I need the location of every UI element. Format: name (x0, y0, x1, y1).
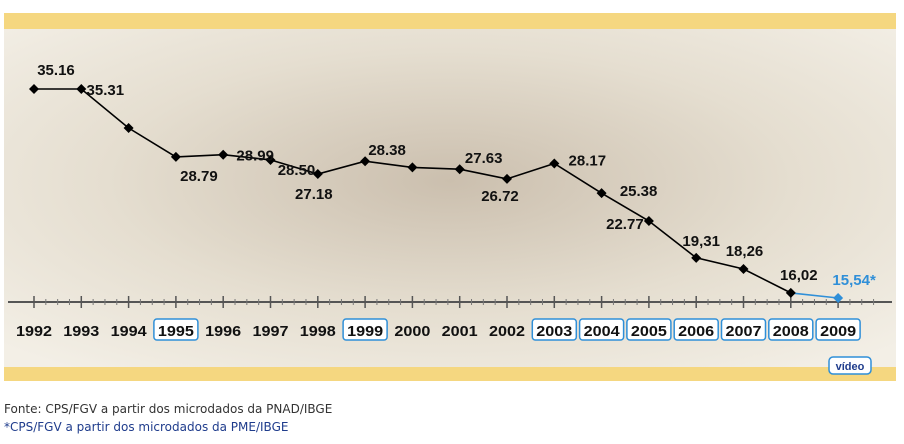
year-button[interactable] (720, 318, 767, 341)
data-point (643, 215, 654, 226)
data-label: 15,54* (832, 272, 876, 289)
data-point (549, 158, 560, 169)
year-button[interactable] (815, 318, 861, 341)
x-tick-label[interactable]: 2007 (726, 323, 762, 340)
data-label: 35.31 (87, 82, 125, 99)
data-point (454, 164, 465, 175)
data-label: 28.38 (368, 142, 406, 159)
data-point (312, 169, 323, 180)
data-label: 19,31 (682, 233, 720, 250)
data-label: 16,02 (780, 267, 818, 284)
x-tick-label: 1993 (63, 323, 99, 340)
x-tick-label[interactable]: 2004 (584, 323, 621, 340)
data-point (360, 156, 371, 167)
data-point (123, 122, 134, 133)
x-tick-label: 1994 (111, 323, 148, 340)
data-label: 25.38 (620, 183, 658, 200)
data-label: 18,26 (726, 243, 764, 260)
data-label: 28.79 (180, 168, 218, 185)
year-button[interactable] (153, 318, 199, 341)
series-line-secondary (790, 292, 839, 299)
year-button[interactable] (342, 318, 388, 341)
year-button[interactable] (768, 318, 814, 341)
year-button[interactable] (673, 318, 719, 341)
data-label: 22.77 (606, 216, 644, 233)
x-tick-label[interactable]: 2003 (536, 323, 572, 340)
video-button[interactable]: vídeo (828, 356, 872, 375)
data-point (502, 173, 512, 184)
data-point (738, 264, 749, 275)
x-tick-label: 1997 (253, 323, 289, 340)
bottom-band (4, 367, 896, 381)
data-point (596, 188, 607, 199)
data-label: 35.16 (37, 62, 75, 79)
x-tick-label[interactable]: 2009 (820, 323, 856, 340)
x-tick-label: 2002 (489, 323, 525, 340)
x-tick-label[interactable]: 2005 (631, 323, 667, 340)
chart-area: 1992 1993 1994 1995 1996 1997 1998 1999 2000 2001… (4, 13, 896, 381)
x-tick-label[interactable]: 2008 (773, 323, 809, 340)
data-point (170, 151, 181, 162)
x-tick-label: 2001 (442, 323, 478, 340)
data-label: 28.50 (278, 162, 316, 179)
year-button[interactable] (531, 318, 578, 341)
data-label: 27.63 (465, 150, 503, 167)
source-note-pme: *CPS/FGV a partir dos microdados da PME/… (4, 420, 289, 434)
x-tick-label: 1998 (300, 323, 336, 340)
data-point (785, 287, 796, 298)
year-button[interactable] (578, 318, 625, 341)
x-tick-label[interactable]: 1999 (347, 323, 383, 340)
x-tick-label: 2000 (394, 323, 430, 340)
top-band (4, 13, 896, 29)
data-label: 26.72 (481, 188, 519, 205)
source-note-pnad: Fonte: CPS/FGV a partir dos microdados d… (4, 402, 333, 416)
data-label: 27.18 (295, 186, 333, 203)
data-point (76, 84, 87, 94)
data-point (218, 149, 229, 160)
x-tick-label: 1992 (16, 323, 52, 340)
year-button[interactable] (626, 318, 672, 341)
data-label: 28.99 (236, 148, 274, 165)
data-point (265, 154, 276, 165)
data-label: 28.17 (569, 153, 607, 170)
data-point (833, 293, 844, 303)
video-button-label: vídeo (836, 361, 865, 373)
data-point (407, 162, 418, 173)
x-tick-label[interactable]: 2006 (678, 323, 714, 340)
data-point (29, 84, 39, 94)
data-point (691, 252, 702, 263)
chart-background (4, 29, 896, 367)
x-tick-label: 1996 (205, 323, 241, 340)
x-tick-label[interactable]: 1995 (158, 323, 194, 340)
